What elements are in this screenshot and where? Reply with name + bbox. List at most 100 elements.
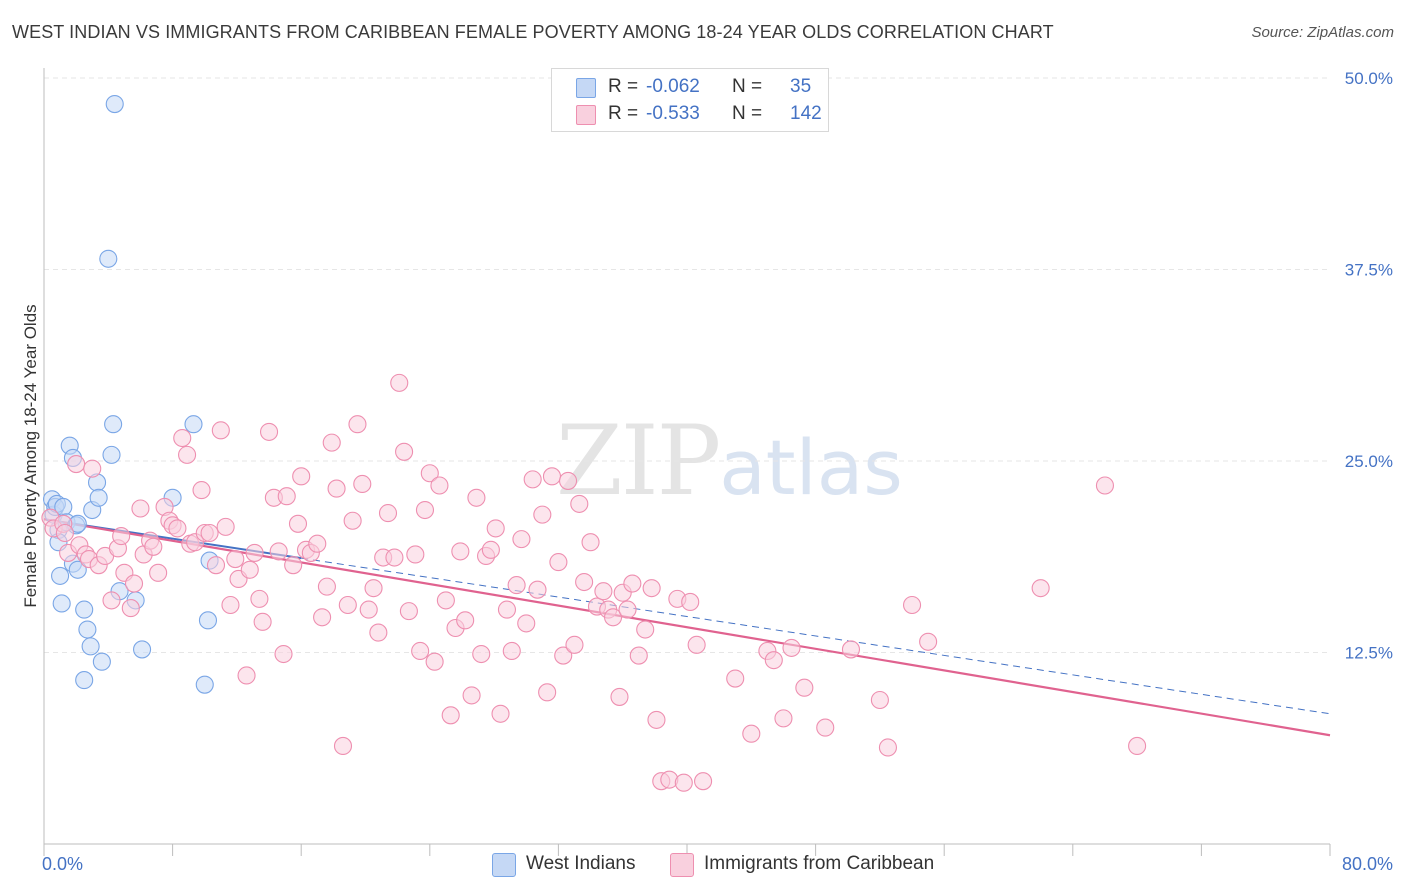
- point-caribbean: [486, 519, 505, 538]
- point-caribbean: [364, 579, 383, 598]
- point-west-indians: [184, 415, 203, 434]
- watermark-atlas: atlas: [719, 423, 903, 512]
- point-caribbean: [237, 666, 256, 685]
- point-caribbean: [245, 543, 264, 562]
- point-caribbean: [687, 635, 706, 654]
- point-caribbean: [451, 542, 470, 561]
- bottom-legend-swatch-caribbean: [670, 853, 694, 877]
- point-caribbean: [173, 428, 192, 448]
- point-caribbean: [353, 474, 372, 494]
- point-caribbean: [338, 595, 357, 615]
- point-west-indians: [133, 640, 152, 659]
- point-caribbean: [674, 773, 693, 792]
- point-caribbean: [841, 640, 861, 659]
- point-west-indians: [78, 620, 97, 639]
- chart-title: WEST INDIAN VS IMMIGRANTS FROM CARIBBEAN…: [12, 22, 1054, 42]
- point-caribbean: [206, 556, 226, 575]
- point-caribbean: [399, 602, 418, 621]
- point-caribbean: [533, 505, 552, 524]
- point-caribbean: [221, 595, 240, 615]
- legend-n-label: N =: [732, 103, 763, 124]
- point-caribbean: [406, 545, 425, 564]
- point-caribbean: [549, 553, 568, 572]
- source-label: Source: ZipAtlas.com: [1251, 24, 1394, 41]
- point-west-indians: [102, 445, 121, 464]
- point-caribbean: [288, 514, 308, 533]
- point-caribbean: [795, 678, 814, 697]
- point-caribbean: [491, 704, 510, 723]
- point-caribbean: [200, 523, 219, 543]
- y-tick-label: 50.0%: [1345, 69, 1393, 88]
- point-caribbean: [1031, 579, 1050, 598]
- bottom-legend-label: West Indians: [526, 853, 636, 874]
- data-points: [41, 94, 1147, 792]
- point-west-indians: [92, 652, 111, 671]
- point-west-indians: [51, 566, 70, 585]
- point-caribbean: [259, 422, 279, 441]
- point-caribbean: [502, 641, 521, 661]
- y-tick-label: 25.0%: [1345, 452, 1393, 471]
- point-caribbean: [523, 470, 542, 489]
- point-caribbean: [528, 580, 547, 599]
- point-west-indians: [75, 671, 94, 690]
- point-caribbean: [481, 540, 500, 559]
- point-caribbean: [623, 574, 642, 593]
- point-caribbean: [554, 646, 573, 665]
- point-caribbean: [385, 548, 404, 567]
- bottom-legend-swatch-west-indians: [492, 853, 516, 877]
- point-caribbean: [618, 600, 637, 619]
- trend-line-west-indians-dashed: [301, 557, 1331, 715]
- point-caribbean: [269, 542, 288, 561]
- point-caribbean: [610, 687, 629, 706]
- point-caribbean: [512, 530, 531, 549]
- point-caribbean: [581, 533, 600, 552]
- point-caribbean: [395, 442, 414, 461]
- point-caribbean: [124, 574, 144, 593]
- point-caribbean: [274, 644, 293, 664]
- point-caribbean: [774, 709, 793, 728]
- legend-r-value: -0.062: [646, 76, 700, 97]
- legend-r-value: -0.533: [646, 103, 700, 124]
- point-caribbean: [742, 724, 761, 743]
- point-caribbean: [1095, 476, 1114, 495]
- point-caribbean: [411, 641, 430, 661]
- point-caribbean: [425, 652, 444, 671]
- axes: [43, 68, 1331, 856]
- point-caribbean: [317, 577, 336, 596]
- point-caribbean: [507, 576, 526, 595]
- point-caribbean: [558, 471, 578, 490]
- point-caribbean: [378, 504, 398, 523]
- point-caribbean: [333, 736, 353, 756]
- point-caribbean: [1128, 736, 1147, 756]
- point-caribbean: [647, 710, 666, 729]
- point-caribbean: [390, 373, 409, 392]
- point-caribbean: [629, 646, 648, 665]
- point-caribbean: [144, 537, 163, 556]
- legend-swatch-caribbean: [576, 105, 596, 125]
- y-tick-label: 12.5%: [1345, 644, 1393, 663]
- point-caribbean: [211, 421, 230, 440]
- point-west-indians: [104, 415, 123, 434]
- point-caribbean: [369, 623, 388, 642]
- point-caribbean: [436, 591, 455, 610]
- point-caribbean: [764, 651, 783, 670]
- point-caribbean: [292, 467, 311, 486]
- point-caribbean: [131, 499, 150, 518]
- point-caribbean: [497, 600, 517, 619]
- legend-r-label: R =: [608, 103, 639, 124]
- point-caribbean: [681, 592, 700, 611]
- legend-swatch-west-indians: [576, 78, 596, 98]
- point-caribbean: [178, 445, 197, 464]
- point-caribbean: [343, 511, 362, 530]
- legend-n-label: N =: [732, 76, 763, 97]
- point-caribbean: [538, 683, 557, 702]
- legend-n-value: 35: [790, 76, 812, 97]
- point-caribbean: [782, 638, 801, 657]
- point-west-indians: [99, 249, 118, 268]
- y-axis-title: Female Poverty Among 18-24 Year Olds: [21, 304, 40, 607]
- point-caribbean: [253, 612, 272, 631]
- point-west-indians: [105, 94, 124, 114]
- point-caribbean: [192, 481, 211, 500]
- legend-n-value: 142: [790, 103, 822, 124]
- point-caribbean: [216, 517, 235, 536]
